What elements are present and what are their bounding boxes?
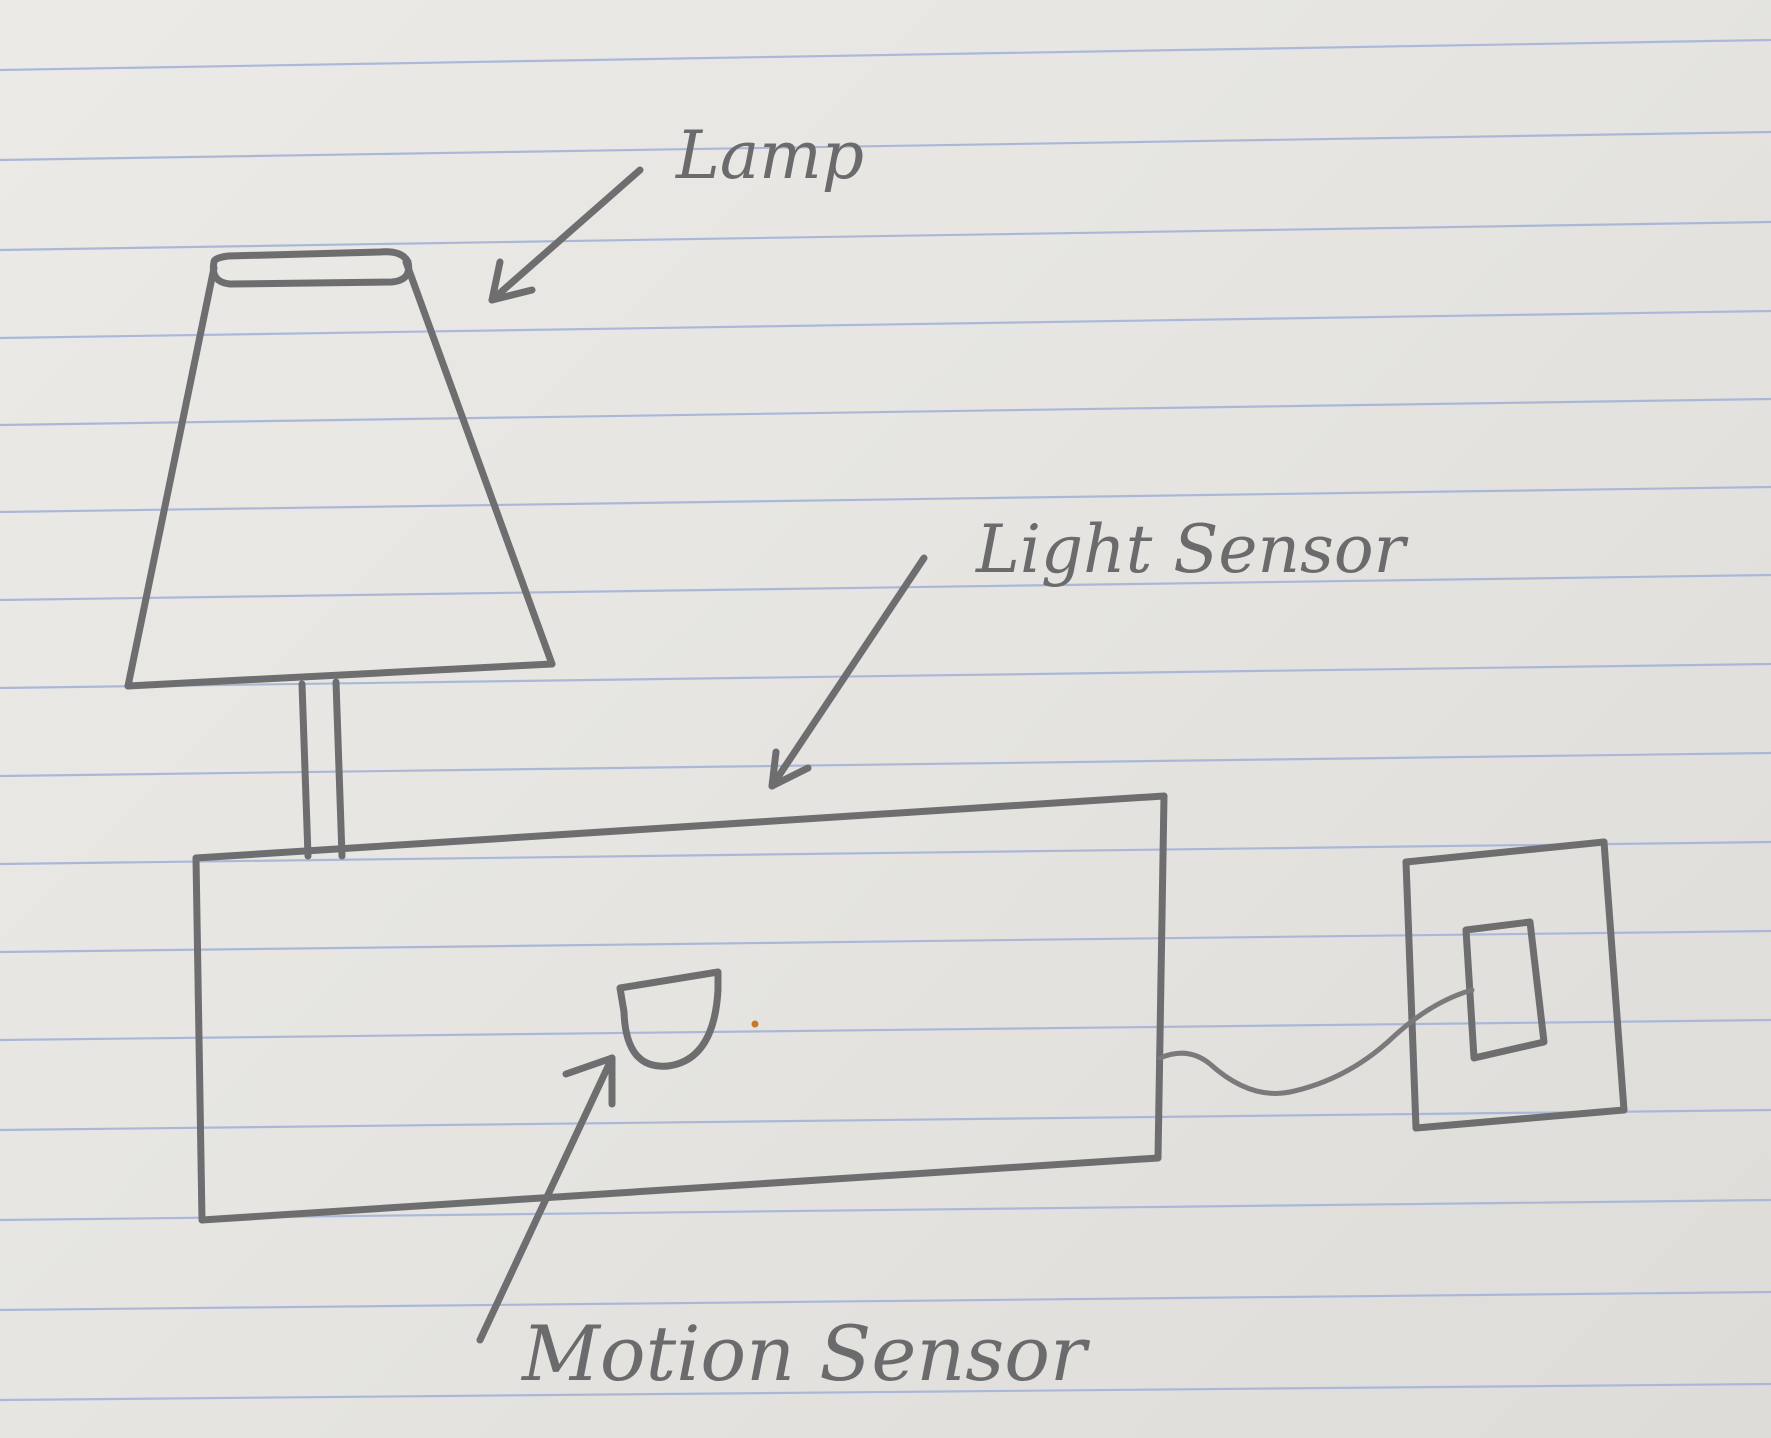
sensor-base-box	[192, 792, 1168, 1224]
lamp-shade	[124, 248, 556, 690]
lamp-label: Lamp	[675, 117, 864, 194]
light-sensor-arrow	[768, 554, 928, 790]
lamp-stem	[298, 678, 346, 860]
motion-sensor-dome	[616, 968, 722, 1070]
lamp-arrow	[488, 166, 644, 304]
motion-sensor-arrow	[476, 1054, 616, 1344]
light-sensor-label: Light Sensor	[975, 511, 1409, 588]
power-cord	[1157, 987, 1475, 1096]
wall-outlet	[1402, 838, 1628, 1132]
motion-sensor-label: Motion Sensor	[520, 1309, 1091, 1398]
pencil-dot	[751, 1020, 759, 1028]
